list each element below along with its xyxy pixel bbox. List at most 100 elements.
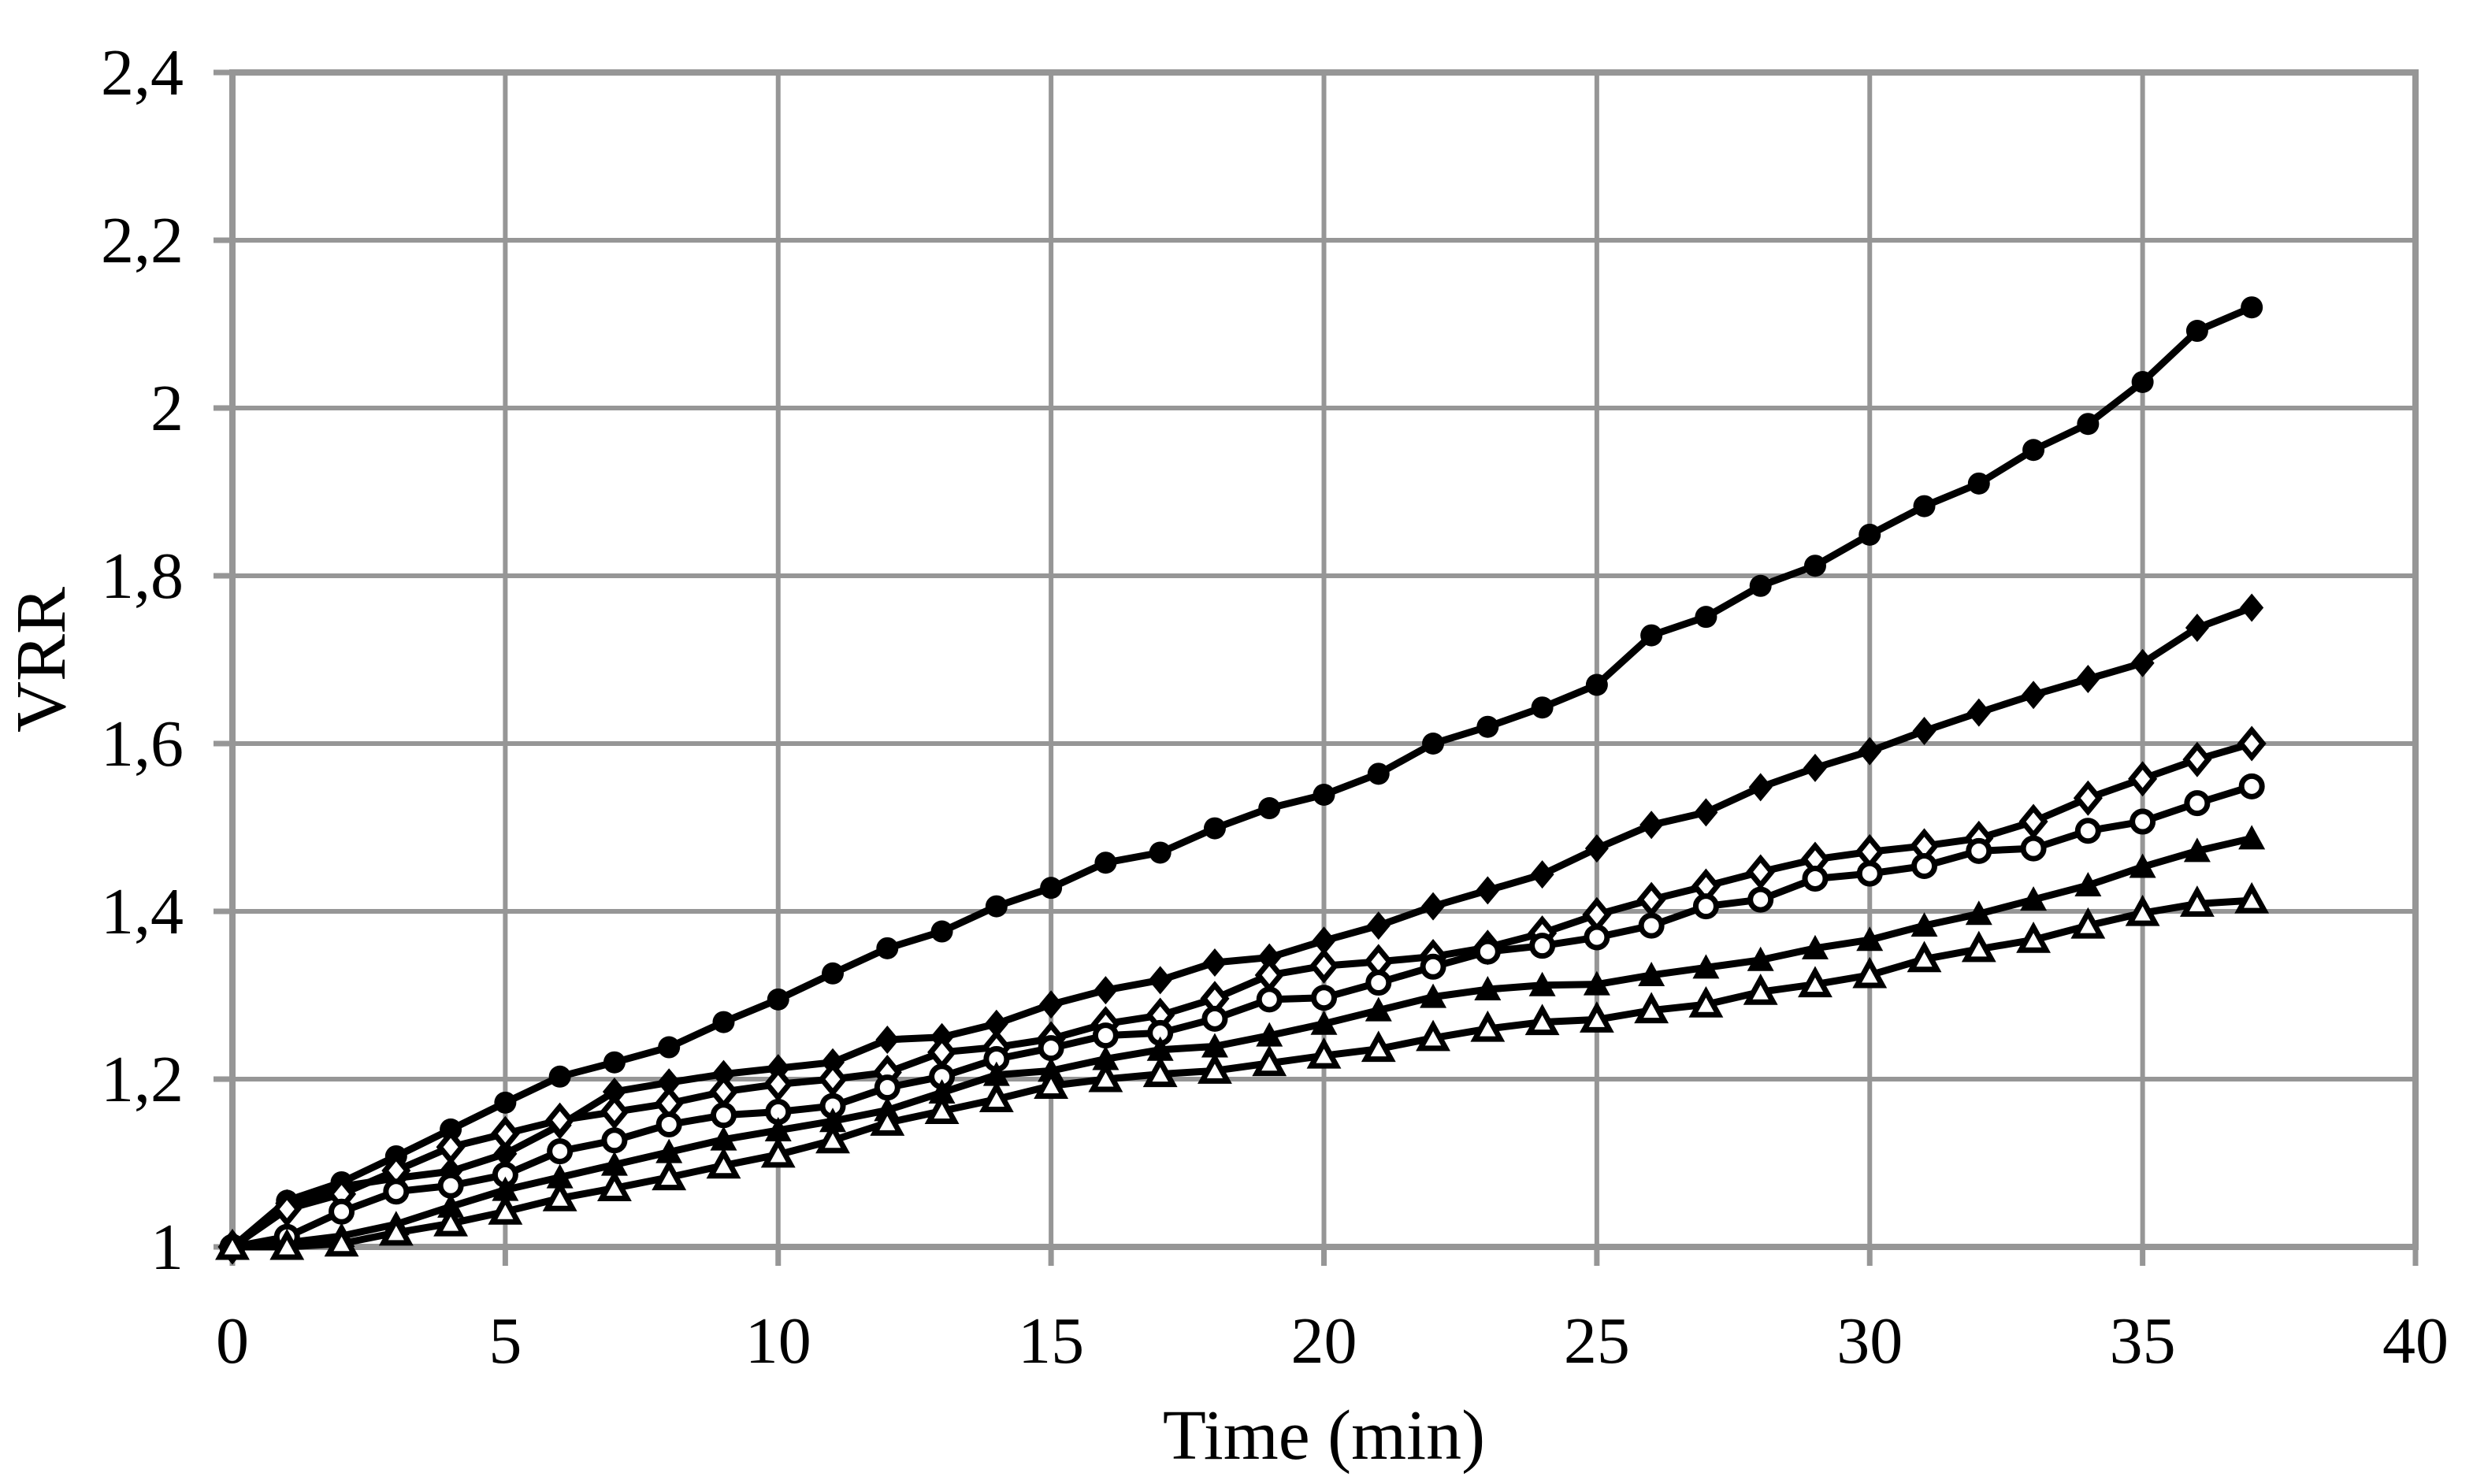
open-triangle-marker (652, 1159, 687, 1191)
open-triangle-marker (1361, 1030, 1396, 1063)
open-triangle-marker (760, 1136, 796, 1168)
filled-triangle-marker (2020, 886, 2048, 911)
open-triangle-marker (1252, 1044, 1287, 1077)
filled-diamond-marker (2185, 614, 2209, 643)
filled-circle-marker (1422, 733, 1445, 755)
filled-diamond-marker (2076, 664, 2100, 693)
open-circle-marker (1311, 985, 1337, 1011)
filled-diamond-marker (1639, 811, 1664, 840)
open-triangle-marker (1907, 940, 1942, 973)
x-tick-label: 30 (1836, 1304, 1903, 1378)
filled-diamond-marker (1694, 798, 1718, 827)
open-triangle-marker (1470, 1010, 1506, 1042)
filled-diamond-marker (2022, 681, 2046, 710)
open-circle-marker (655, 1111, 682, 1138)
open-circle-marker (329, 1198, 355, 1225)
filled-diamond-marker (984, 1009, 1008, 1038)
filled-circle-marker (658, 1036, 681, 1059)
open-triangle-marker (2070, 907, 2106, 939)
x-tick-label: 15 (1018, 1304, 1084, 1378)
open-circle-marker (1584, 924, 1610, 951)
y-axis-title: VRR (2, 587, 80, 733)
open-diamond-marker (1746, 854, 1776, 890)
open-triangle-marker (1688, 985, 1724, 1018)
open-circle-marker (1529, 933, 1556, 959)
filled-diamond-marker (602, 1077, 626, 1106)
open-triangle-marker (2179, 885, 2215, 917)
filled-triangle-marker (1310, 1010, 1338, 1035)
open-circle-marker (437, 1172, 464, 1199)
open-triangle-marker (488, 1193, 523, 1225)
x-tick-label: 5 (488, 1304, 522, 1378)
filled-circle-marker (767, 988, 789, 1011)
y-tick-label: 2,4 (101, 36, 184, 109)
open-circle-marker (1420, 953, 1446, 980)
open-circle-marker (1692, 893, 1719, 920)
filled-circle-marker (548, 1065, 571, 1088)
open-diamond-marker (272, 1191, 302, 1227)
filled-triangle-marker (764, 1116, 792, 1141)
filled-diamond-marker (1584, 834, 1609, 863)
open-circle-marker (1038, 1035, 1064, 1062)
filled-triangle-marker (1365, 996, 1392, 1022)
filled-circle-marker (2077, 413, 2100, 436)
filled-triangle-marker (1747, 946, 1774, 971)
filled-diamond-marker (493, 1139, 518, 1168)
x-axis-title: Time (min) (1163, 1397, 1485, 1475)
filled-triangle-marker (2183, 837, 2211, 863)
filled-triangle-marker (600, 1151, 628, 1176)
filled-circle-marker (930, 920, 953, 943)
open-circle-marker (1201, 1005, 1228, 1032)
filled-diamond-marker (1912, 717, 1936, 746)
filled-triangle-marker (2074, 871, 2102, 896)
open-diamond-marker (600, 1094, 629, 1130)
filled-triangle-marker (1528, 971, 1556, 996)
open-circle-marker (547, 1138, 574, 1165)
filled-circle-marker (1585, 673, 1608, 696)
filled-circle-marker (1367, 762, 1390, 785)
open-diamond-marker (1309, 948, 1339, 984)
filled-diamond-marker (1476, 876, 1500, 905)
open-triangle-marker (269, 1228, 305, 1260)
open-circle-marker (1802, 865, 1829, 892)
filled-triangle-marker (1638, 961, 1665, 986)
open-diamond-marker (490, 1115, 520, 1152)
open-triangle-marker (1852, 956, 1888, 989)
open-triangle-marker (1198, 1052, 1232, 1084)
filled-triangle-marker (928, 1079, 956, 1104)
open-triangle-marker (815, 1122, 850, 1154)
y-tick-label: 1,2 (101, 1043, 184, 1116)
open-triangle-marker (1634, 992, 1669, 1024)
open-circle-marker (601, 1127, 628, 1154)
open-circle-marker (1966, 837, 1992, 864)
filled-circle-marker (1695, 606, 1717, 629)
filled-circle-marker (1476, 715, 1499, 738)
open-circle-marker (1474, 938, 1501, 965)
filled-circle-marker (2185, 320, 2208, 343)
open-circle-marker (1092, 1022, 1119, 1049)
open-triangle-marker (2125, 894, 2160, 926)
open-circle-marker (710, 1102, 737, 1129)
open-triangle-marker (870, 1104, 905, 1136)
filled-triangle-marker (655, 1138, 683, 1163)
filled-circle-marker (1640, 624, 1663, 647)
x-tick-label: 35 (2110, 1304, 2176, 1378)
open-circle-marker (1747, 886, 1774, 913)
open-diamond-marker (545, 1102, 575, 1138)
filled-diamond-marker (1421, 892, 1446, 921)
x-tick-label: 10 (745, 1304, 811, 1378)
filled-circle-marker (1040, 877, 1063, 900)
filled-triangle-marker (1692, 954, 1720, 979)
filled-triangle-marker (2238, 825, 2266, 850)
open-triangle-marker (1142, 1055, 1178, 1088)
filled-circle-marker (1258, 797, 1281, 820)
filled-triangle-marker (710, 1126, 737, 1151)
filled-circle-marker (1149, 841, 1172, 864)
open-triangle-marker (2016, 921, 2051, 953)
filled-triangle-marker (492, 1176, 519, 1201)
filled-triangle-marker (1801, 934, 1829, 959)
filled-triangle-marker (1583, 970, 1610, 996)
open-triangle-marker (1743, 973, 1778, 1005)
open-circle-marker (1856, 860, 1883, 887)
